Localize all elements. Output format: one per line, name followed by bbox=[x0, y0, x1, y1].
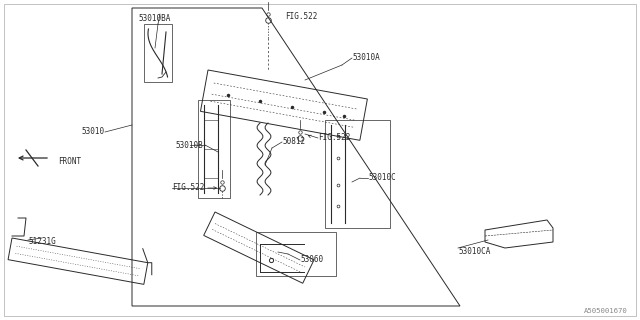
Text: 53010BA: 53010BA bbox=[138, 14, 170, 23]
Text: FIG.522: FIG.522 bbox=[285, 12, 317, 21]
Text: FIG.522: FIG.522 bbox=[318, 133, 350, 142]
Text: 50812: 50812 bbox=[282, 138, 305, 147]
Text: 53010: 53010 bbox=[82, 127, 105, 137]
Text: 53010B: 53010B bbox=[175, 140, 203, 149]
Text: 51231G: 51231G bbox=[28, 237, 56, 246]
Text: 53010A: 53010A bbox=[352, 53, 380, 62]
Text: FRONT: FRONT bbox=[58, 157, 81, 166]
Text: 53010C: 53010C bbox=[368, 173, 396, 182]
Text: FIG.522: FIG.522 bbox=[172, 183, 204, 193]
Text: 53010CA: 53010CA bbox=[458, 247, 490, 257]
Text: 53060: 53060 bbox=[300, 255, 323, 265]
Text: A505001670: A505001670 bbox=[584, 308, 628, 314]
